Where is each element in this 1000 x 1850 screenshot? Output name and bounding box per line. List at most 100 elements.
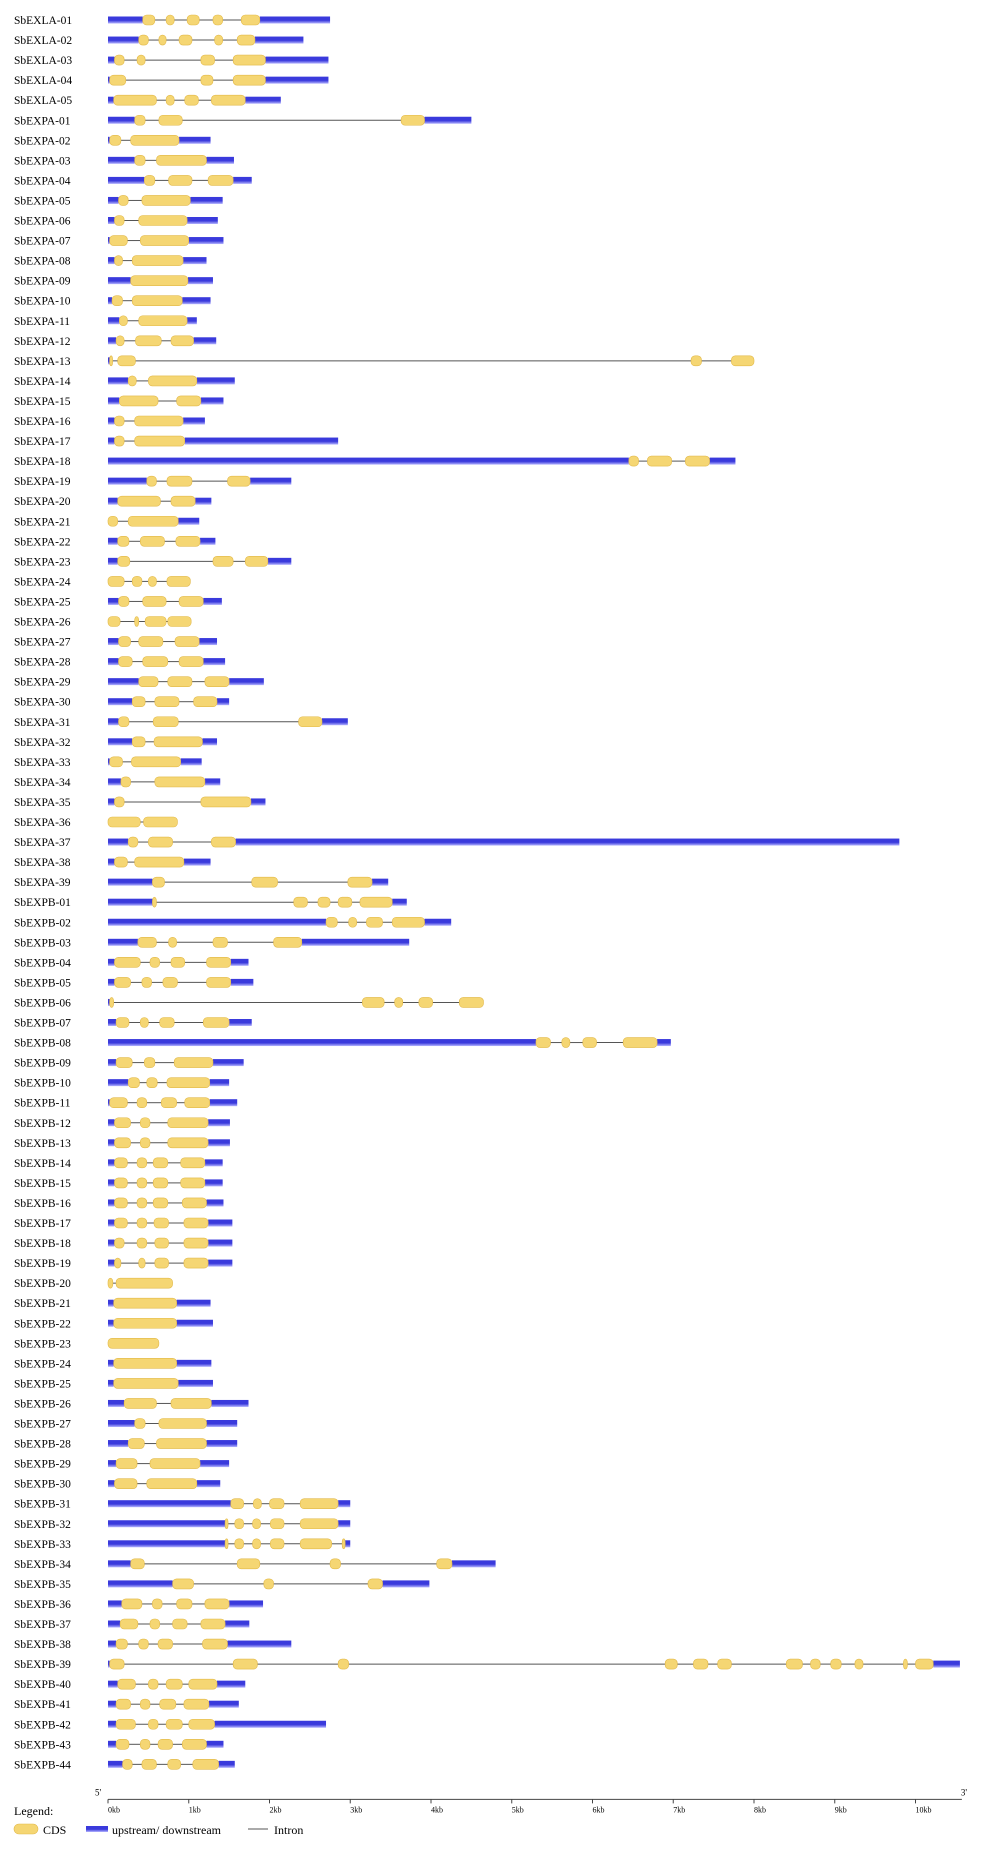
gene-label: SbEXPB-32 <box>14 1519 71 1531</box>
upstream-region <box>108 1480 115 1488</box>
cds-exon <box>156 1438 207 1449</box>
gene-row: SbEXPA-17 <box>14 435 339 448</box>
cds-exon <box>200 796 252 808</box>
cds-exon <box>152 896 157 908</box>
cds-exon <box>141 1759 157 1770</box>
cds-exon <box>134 856 185 868</box>
upstream-region <box>108 337 117 345</box>
cds-exon <box>582 1037 597 1048</box>
cds-exon <box>178 656 204 667</box>
upstream-region <box>108 738 133 746</box>
cds-exon <box>141 977 152 988</box>
cds-exon <box>394 997 404 1008</box>
gene-label: SbEXPA-38 <box>14 857 71 869</box>
gene-row: SbEXPA-35 <box>14 796 266 809</box>
downstream-region <box>202 738 218 746</box>
gene-row: SbEXPB-11 <box>14 1097 238 1110</box>
downstream-region <box>392 898 407 906</box>
gene-row: SbEXPB-04 <box>14 957 249 969</box>
upstream-region <box>108 698 133 706</box>
downstream-region <box>217 1680 246 1688</box>
cds-exon <box>146 475 157 487</box>
cds-exon <box>158 114 183 126</box>
cds-exon <box>337 896 353 908</box>
cds-exon <box>362 997 385 1008</box>
cds-exon <box>149 957 160 968</box>
gene-label: SbEXPA-29 <box>14 677 71 689</box>
upstream-region <box>108 1720 117 1728</box>
gene-label: SbEXPB-15 <box>14 1178 71 1190</box>
gene-label: SbEXPB-16 <box>14 1198 71 1210</box>
gene-row: SbEXPA-22 <box>14 535 216 548</box>
downstream-region <box>209 1099 238 1107</box>
gene-label: SbEXPB-30 <box>14 1479 71 1491</box>
cds-exon <box>127 836 139 848</box>
gene-row: SbEXPB-28 <box>14 1438 238 1451</box>
cds-exon <box>148 375 198 387</box>
gene-label: SbEXLA-01 <box>14 15 72 27</box>
cds-exon <box>131 696 146 708</box>
downstream-region <box>206 156 234 164</box>
gene-label: SbEXPB-09 <box>14 1058 71 1070</box>
cds-exon <box>113 94 157 106</box>
downstream-region <box>218 1760 235 1768</box>
gene-label: SbEXPB-18 <box>14 1238 71 1250</box>
upstream-region <box>108 1099 110 1107</box>
cds-exon <box>109 235 128 246</box>
gene-label: SbEXPB-11 <box>14 1098 71 1110</box>
upstream-region <box>108 497 118 505</box>
cds-exon <box>186 14 200 26</box>
gene-row: SbEXPB-20 <box>14 1277 173 1290</box>
cds-exon <box>212 936 228 948</box>
cds-exon <box>159 1017 175 1028</box>
gene-row: SbEXPB-03 <box>14 936 410 949</box>
cds-exon <box>224 1538 229 1550</box>
gene-row: SbEXPB-16 <box>14 1197 224 1210</box>
gene-label: SbEXPB-17 <box>14 1218 71 1230</box>
downstream-region <box>245 96 281 104</box>
cds-exon <box>109 355 113 367</box>
cds-exon <box>142 656 169 667</box>
upstream-region <box>108 1239 115 1247</box>
cds-exon <box>149 1458 201 1469</box>
upstream-region <box>108 1460 117 1468</box>
gene-row: SbEXPB-22 <box>14 1317 213 1330</box>
downstream-region <box>178 1379 213 1387</box>
gene-label: SbEXPB-04 <box>14 957 71 969</box>
cds-exon <box>263 1578 274 1590</box>
cds-exon <box>140 1017 149 1028</box>
cds-exon <box>138 676 159 687</box>
cds-exon <box>152 716 179 728</box>
cds-exon <box>140 1117 151 1129</box>
cds-exon <box>915 1658 934 1670</box>
upstream-region <box>108 36 139 44</box>
cds-exon <box>664 1658 678 1670</box>
upstream-region <box>108 1640 117 1648</box>
gene-label: SbEXPA-28 <box>14 657 71 669</box>
gene-label: SbEXPA-25 <box>14 596 71 608</box>
cds-exon <box>109 1658 125 1670</box>
gene-row: SbEXPA-37 <box>14 836 900 849</box>
cds-exon <box>115 1718 136 1730</box>
cds-exon <box>113 1297 177 1309</box>
gene-row: SbEXPB-25 <box>14 1378 213 1390</box>
gene-row: SbEXPA-15 <box>14 395 224 408</box>
upstream-region <box>108 878 153 886</box>
gene-row: SbEXPB-13 <box>14 1137 230 1150</box>
cds-exon <box>152 1177 169 1189</box>
gene-label: SbEXPA-30 <box>14 697 71 709</box>
cds-exon <box>136 1097 148 1108</box>
gene-label: SbEXPB-33 <box>14 1539 71 1551</box>
gene-label: SbEXPB-21 <box>14 1298 71 1310</box>
cds-exon <box>109 135 122 146</box>
cds-exon <box>273 936 303 948</box>
gene-row: SbEXPA-21 <box>14 515 200 528</box>
downstream-region <box>196 377 235 385</box>
cds-exon <box>269 1498 285 1509</box>
downstream-region <box>344 1540 351 1548</box>
cds-exon <box>232 54 266 66</box>
cds-exon <box>153 1217 169 1229</box>
gene-label: SbEXPB-25 <box>14 1378 71 1390</box>
cds-exon <box>212 556 234 567</box>
